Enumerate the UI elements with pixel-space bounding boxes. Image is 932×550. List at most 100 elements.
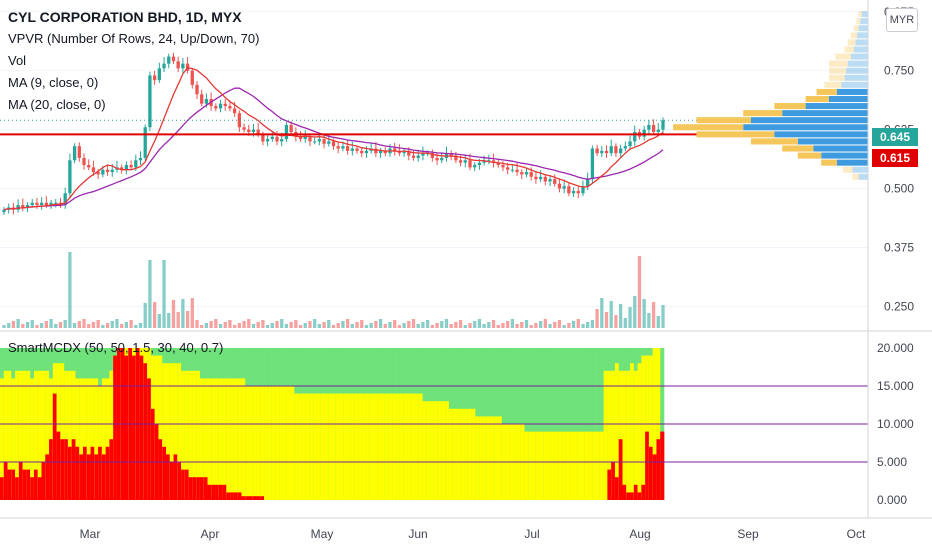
mcdx-red-bar	[67, 446, 72, 500]
mcdx-red-bar	[98, 446, 103, 500]
mcdx-yellow-bar	[83, 378, 88, 500]
candle-body	[501, 165, 505, 168]
mcdx-red-bar	[188, 477, 193, 500]
mcdx-red-bar	[181, 469, 186, 500]
mcdx-yellow-bar	[45, 370, 50, 500]
volume-bar	[223, 322, 227, 328]
volume-bar	[303, 323, 307, 328]
volume-bar	[105, 323, 110, 328]
mcdx-yellow-bar	[33, 370, 39, 500]
volume-legend[interactable]: Vol	[8, 53, 27, 68]
mcdx-yellow-bar	[399, 393, 404, 500]
mcdx-red-bar	[71, 439, 76, 500]
mcdx-yellow-bar	[384, 393, 389, 500]
vpvr-down-bar	[852, 173, 859, 180]
mcdx-yellow-bar	[94, 378, 99, 500]
mcdx-yellow-bar	[573, 431, 578, 500]
candle-body	[633, 132, 637, 142]
volume-bar	[590, 320, 595, 328]
candle-body	[383, 150, 387, 154]
mcdx-yellow-bar	[203, 378, 208, 500]
volume-bar	[524, 320, 529, 328]
mcdx-yellow-bar	[211, 378, 216, 500]
volume-bar	[58, 322, 63, 328]
volume-bar	[637, 256, 642, 328]
volume-bar	[440, 321, 444, 328]
mcdx-yellow-bar	[577, 431, 582, 500]
mcdx-yellow-bar	[90, 378, 95, 500]
mcdx-yellow-bar	[373, 393, 378, 500]
price-tick-label: 0.375	[884, 241, 914, 255]
volume-bar	[270, 323, 274, 328]
candle-body	[77, 146, 81, 158]
candle-body	[289, 124, 293, 132]
candle-body	[651, 124, 656, 132]
candle-body	[91, 167, 96, 173]
ma20-legend[interactable]: MA (20, close, 0)	[8, 97, 106, 112]
volume-bar	[506, 321, 510, 328]
mcdx-red-bar	[218, 484, 223, 500]
volume-bar	[360, 320, 364, 328]
mcdx-red-bar	[199, 477, 205, 500]
mcdx-yellow-bar	[41, 370, 46, 500]
ma9-legend[interactable]: MA (9, close, 0)	[8, 75, 99, 90]
candle-body	[538, 176, 543, 180]
price-tick-label: 0.500	[884, 182, 914, 196]
mcdx-yellow-bar	[290, 386, 295, 500]
mcdx-yellow-bar	[550, 431, 555, 500]
volume-bar	[331, 325, 336, 328]
mcdx-yellow-bar	[569, 431, 574, 500]
vpvr-up-bar	[797, 138, 868, 145]
mcdx-yellow-bar	[218, 378, 223, 500]
volume-bar	[275, 321, 279, 328]
last-price-tag: 0.645	[872, 128, 918, 146]
volume-bar	[2, 325, 6, 328]
mcdx-yellow-bar	[584, 431, 589, 500]
mcdx-yellow-bar	[494, 416, 499, 500]
mcdx-yellow-bar	[490, 416, 495, 500]
candle-body	[609, 146, 613, 154]
vpvr-up-bar	[855, 39, 868, 46]
mcdx-red-bar	[94, 454, 99, 500]
candle-body	[2, 209, 6, 213]
mcdx-red-bar	[166, 454, 171, 500]
mcdx-yellow-bar	[648, 355, 653, 500]
volume-bar	[54, 324, 58, 328]
vpvr-down-bar	[829, 60, 848, 67]
mcdx-yellow-bar	[339, 393, 344, 500]
volume-bar	[501, 323, 505, 328]
candle-body	[82, 157, 86, 165]
vpvr-up-bar	[743, 124, 868, 131]
indicator-legend[interactable]: SmartMCDX (50, 50, 1.5, 30, 40, 0.7)	[8, 340, 224, 355]
volume-bar	[393, 320, 397, 328]
mcdx-yellow-bar	[441, 401, 446, 500]
mcdx-yellow-bar	[181, 370, 186, 500]
vpvr-up-bar	[774, 131, 868, 138]
candle-body	[402, 150, 406, 154]
volume-bar	[576, 319, 580, 328]
volume-bar	[237, 323, 242, 328]
candle-body	[548, 179, 552, 182]
candle-body	[265, 139, 270, 142]
mcdx-red-bar	[37, 477, 42, 500]
mcdx-yellow-bar	[343, 393, 348, 500]
vpvr-legend[interactable]: VPVR (Number Of Rows, 24, Up/Down, 70)	[8, 31, 260, 46]
candle-body	[510, 169, 515, 171]
price-tick-label: 0.250	[884, 299, 914, 313]
vpvr-up-bar	[836, 159, 868, 166]
mcdx-red-bar	[215, 484, 220, 500]
candle-body	[195, 84, 199, 95]
volume-bar	[96, 320, 100, 328]
mcdx-red-bar	[633, 484, 638, 500]
vpvr-down-bar	[829, 74, 845, 81]
volume-bar	[515, 324, 519, 328]
mcdx-red-bar	[260, 496, 265, 500]
candle-body	[473, 165, 477, 168]
mcdx-yellow-bar	[445, 401, 450, 500]
candle-body	[190, 70, 194, 85]
currency-badge[interactable]: MYR	[886, 8, 918, 32]
vpvr-up-bar	[829, 95, 868, 103]
vpvr-down-bar	[797, 152, 822, 159]
candle-body	[590, 148, 595, 180]
mcdx-yellow-bar	[101, 378, 106, 500]
